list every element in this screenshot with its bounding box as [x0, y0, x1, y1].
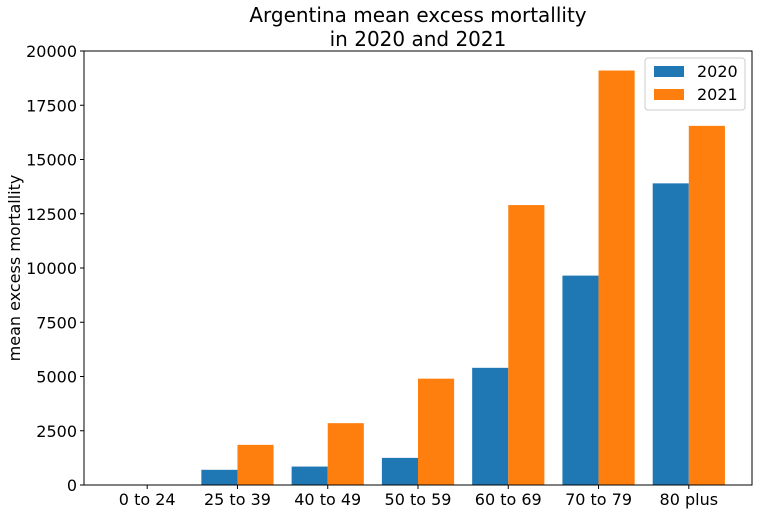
y-tick-label-8: 20000 — [26, 42, 77, 61]
legend-swatch-2020 — [654, 66, 684, 77]
legend-label-2020: 2020 — [697, 62, 738, 81]
y-tick-label-3: 7500 — [36, 313, 77, 332]
x-tick-label-5: 70 to 79 — [565, 490, 632, 509]
x-tick-label-1: 25 to 39 — [204, 490, 271, 509]
bar-2020-5 — [562, 275, 599, 485]
y-tick-label-4: 10000 — [26, 259, 77, 278]
bar-2020-6 — [652, 183, 689, 485]
y-tick-label-1: 2500 — [36, 422, 77, 441]
x-tick-label-3: 50 to 59 — [385, 490, 452, 509]
bar-2020-3 — [381, 457, 418, 485]
bar-2020-2 — [291, 466, 328, 485]
plot-area: 0 2500 5000 7500 10000 12500 15000 17500 20000 0 … — [26, 42, 753, 509]
bar-2020-1 — [201, 469, 238, 485]
x-tick-label-4: 60 to 69 — [475, 490, 542, 509]
chart-title-line-1: Argentina mean excess mortallity — [249, 3, 586, 27]
x-tick-label-2: 40 to 49 — [294, 490, 361, 509]
bar-2020-4 — [472, 367, 509, 485]
bar-2021-5 — [598, 70, 635, 485]
legend-label-2021: 2021 — [697, 85, 738, 104]
bar-2021-4 — [508, 205, 545, 485]
legend-swatch-2021 — [654, 89, 684, 100]
chart-title-line-2: in 2020 and 2021 — [330, 27, 507, 51]
y-tick-label-6: 15000 — [26, 151, 77, 170]
x-tick-label-6: 80 plus — [660, 490, 719, 509]
y-tick-label-0: 0 — [67, 476, 77, 495]
y-tick-label-5: 12500 — [26, 205, 77, 224]
bar-2021-6 — [688, 125, 725, 486]
y-tick-label-7: 17500 — [26, 96, 77, 115]
y-tick-label-2: 5000 — [36, 368, 77, 387]
x-tick-label-0: 0 to 24 — [119, 490, 176, 509]
bar-2021-1 — [237, 444, 274, 485]
bar-2021-3 — [418, 378, 455, 485]
bar-2021-2 — [327, 423, 364, 485]
y-axis-label: mean excess mortallity — [5, 175, 24, 362]
